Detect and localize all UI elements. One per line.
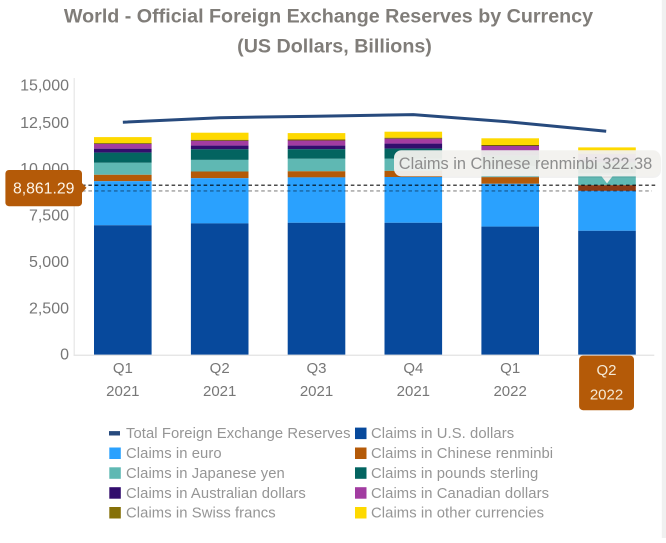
svg-text:(US Dollars, Billions): (US Dollars, Billions) (237, 36, 432, 58)
svg-text:0: 0 (60, 347, 69, 364)
svg-text:8,861.29: 8,861.29 (13, 181, 75, 198)
svg-text:2022: 2022 (493, 383, 526, 400)
svg-text:Claims in euro: Claims in euro (126, 446, 222, 462)
svg-text:Q3: Q3 (307, 360, 327, 377)
svg-text:Claims in pounds sterling: Claims in pounds sterling (371, 466, 538, 482)
svg-text:Claims in Australian dollars: Claims in Australian dollars (126, 486, 306, 502)
svg-text:Claims in other currencies: Claims in other currencies (371, 506, 544, 522)
svg-text:Claims in U.S. dollars: Claims in U.S. dollars (371, 426, 514, 442)
svg-text:World - Official Foreign Excha: World - Official Foreign Exchange Reserv… (64, 6, 593, 28)
svg-text:Claims in Chinese renminbi: Claims in Chinese renminbi (371, 446, 553, 462)
svg-text:12,500: 12,500 (20, 115, 69, 132)
svg-text:2021: 2021 (106, 383, 139, 400)
svg-text:5,000: 5,000 (29, 254, 69, 271)
svg-text:2021: 2021 (397, 383, 430, 400)
svg-text:7,500: 7,500 (29, 208, 69, 225)
svg-text:Q1: Q1 (500, 360, 520, 377)
svg-text:2022: 2022 (590, 387, 623, 404)
svg-text:Total Foreign Exchange Reserve: Total Foreign Exchange Reserves (126, 426, 351, 442)
svg-text:2,500: 2,500 (29, 300, 69, 317)
svg-text:Q1: Q1 (113, 360, 133, 377)
svg-text:Claims in Chinese renminbi 322: Claims in Chinese renminbi 322.38 (399, 155, 652, 173)
svg-text:2021: 2021 (203, 383, 236, 400)
svg-text:15,000: 15,000 (20, 77, 69, 94)
svg-text:Q2: Q2 (596, 362, 616, 379)
svg-text:2021: 2021 (300, 383, 333, 400)
svg-text:Claims in Japanese yen: Claims in Japanese yen (126, 466, 285, 482)
svg-text:Claims in Canadian dollars: Claims in Canadian dollars (371, 486, 549, 502)
svg-text:Q4: Q4 (403, 360, 423, 377)
svg-text:Claims in Swiss francs: Claims in Swiss francs (126, 506, 276, 522)
svg-text:Q2: Q2 (210, 360, 230, 377)
